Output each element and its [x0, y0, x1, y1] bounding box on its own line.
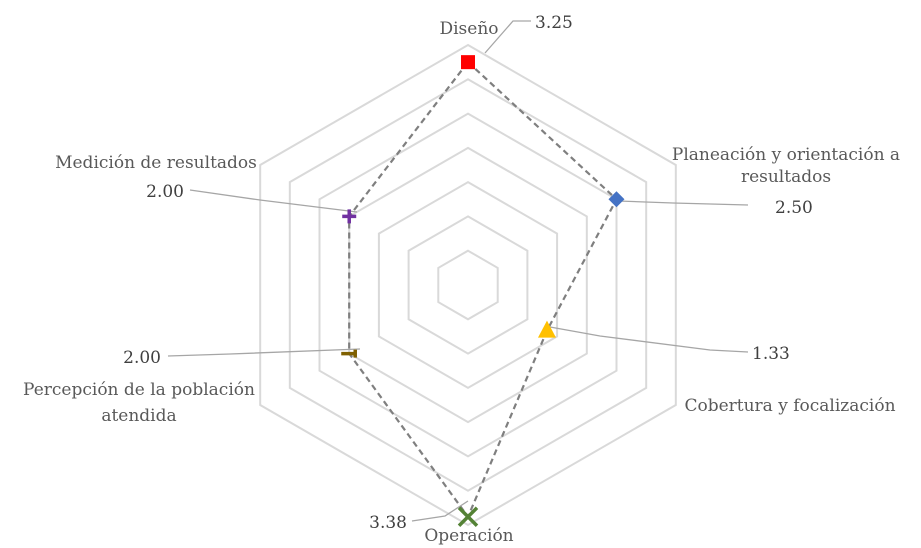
data-markers — [341, 55, 625, 528]
grid-ring — [377, 180, 559, 390]
axis-label: Operación — [424, 526, 513, 546]
grid-ring — [318, 112, 618, 458]
data-label: 3.38 — [369, 513, 407, 533]
grid-ring — [259, 43, 677, 527]
dash-marker — [341, 349, 357, 358]
leader-line — [167, 348, 361, 357]
leader-lines — [167, 20, 749, 522]
grid-ring — [348, 146, 588, 424]
plus-marker — [342, 209, 357, 224]
leader-line — [484, 20, 531, 54]
radar-grid — [259, 43, 677, 527]
square-marker — [461, 55, 475, 70]
data-label: 1.33 — [752, 344, 790, 364]
axis-label: Cobertura y focalización — [684, 396, 895, 416]
data-label: 2.50 — [775, 198, 813, 218]
axis-label: Percepción de la población — [23, 380, 255, 400]
leader-line — [617, 200, 749, 206]
axis-label: Medición de resultados — [55, 153, 257, 173]
leader-line — [189, 189, 358, 213]
data-label: 2.00 — [146, 182, 184, 202]
axis-label: atendida — [101, 406, 176, 426]
data-label: 3.25 — [535, 13, 573, 33]
grid-ring — [288, 78, 648, 492]
chart-labels: Diseño 3.25 Planeación y orientación aresu… — [23, 13, 900, 546]
grid-ring — [407, 215, 529, 355]
axis-label: resultados — [741, 167, 831, 187]
x-marker — [457, 506, 479, 528]
grid-ring — [437, 249, 499, 321]
axis-label: Planeación y orientación a — [672, 145, 900, 165]
data-label: 2.00 — [123, 348, 161, 368]
axis-label: Diseño — [439, 19, 498, 39]
leader-line — [549, 326, 749, 353]
diamond-marker — [608, 191, 625, 208]
triangle-marker — [537, 320, 556, 338]
leader-line — [411, 500, 469, 522]
